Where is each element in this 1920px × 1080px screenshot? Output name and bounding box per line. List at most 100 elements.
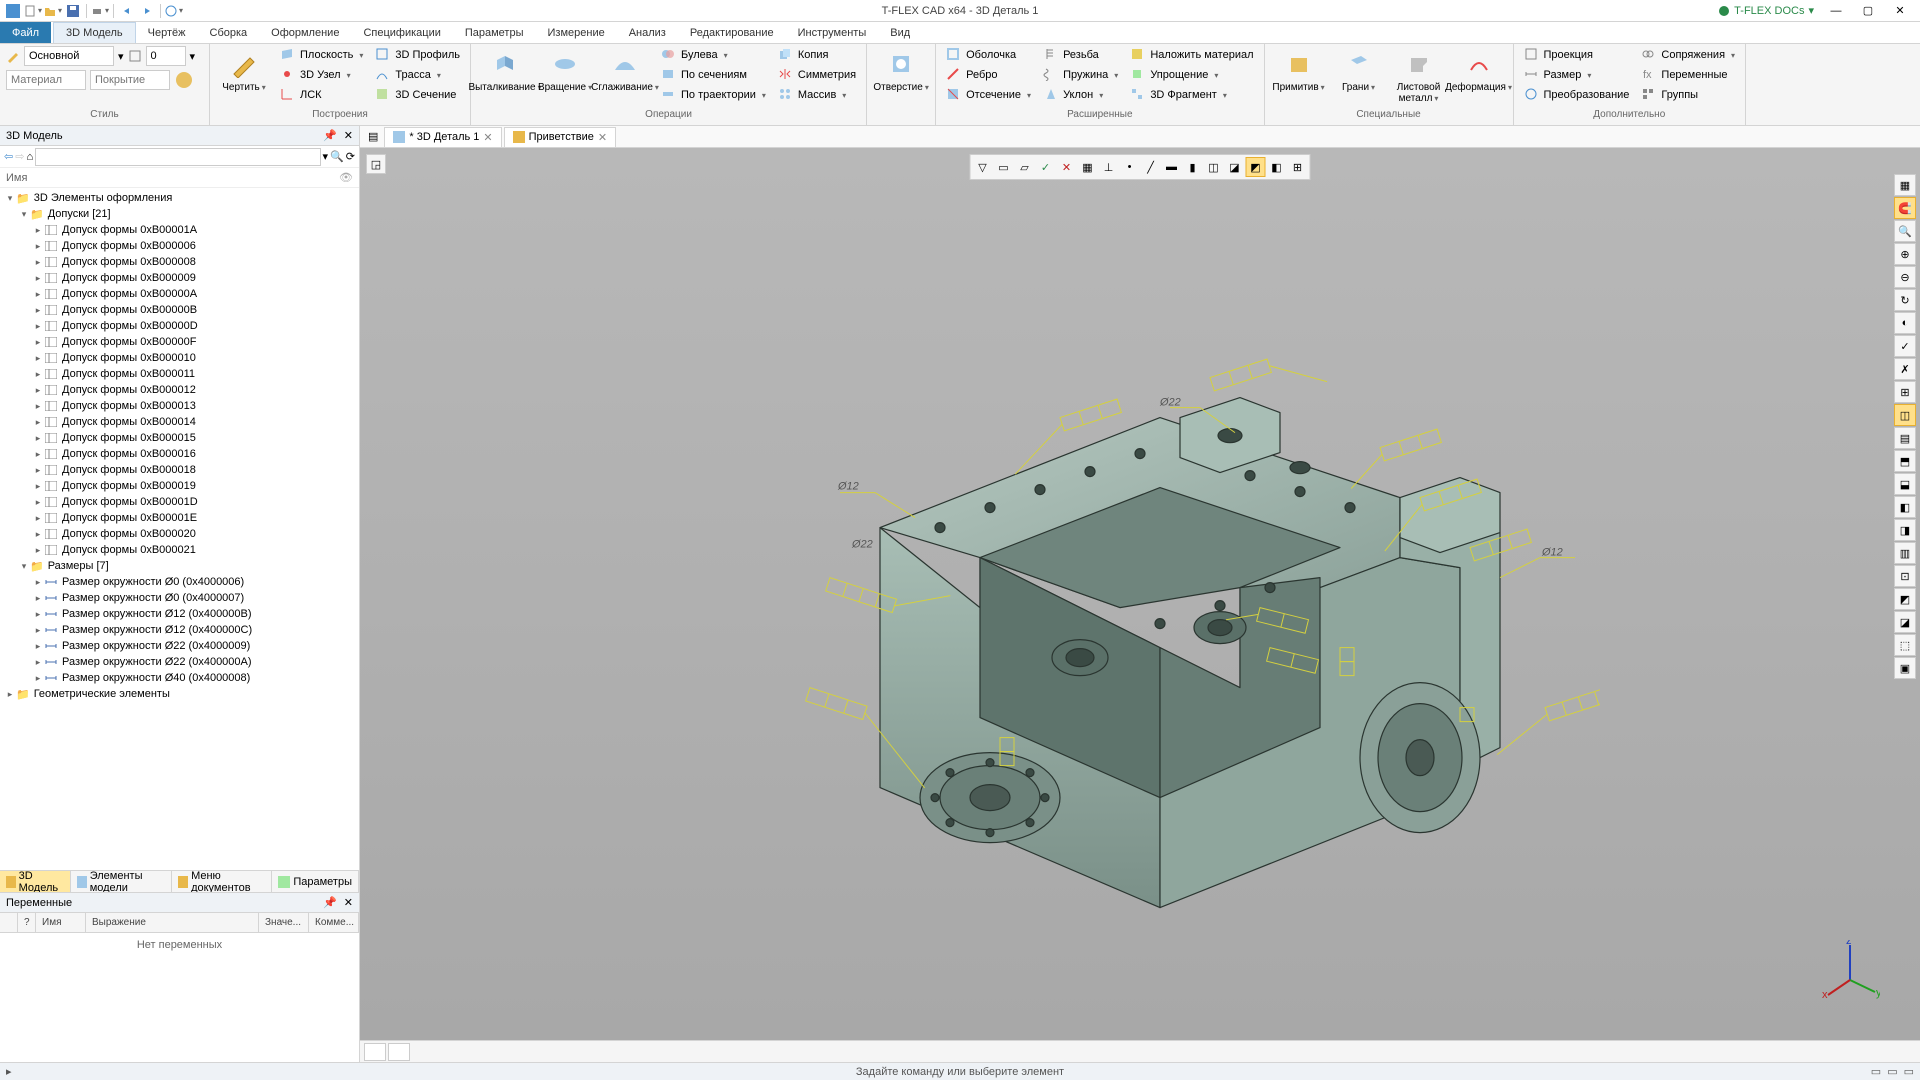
tree-item[interactable]: ▸Допуск формы 0xB00000D — [0, 318, 359, 334]
vp-shade-icon[interactable]: ◪ — [1225, 157, 1245, 177]
right-tool-button[interactable]: ✗ — [1894, 358, 1916, 380]
qat-logo[interactable] — [4, 2, 22, 20]
qat-save-button[interactable] — [64, 2, 82, 20]
right-tool-button[interactable]: ▦ — [1894, 174, 1916, 196]
doc-tab-welcome[interactable]: Приветствие✕ — [504, 127, 616, 147]
vp-edge-icon[interactable]: ╱ — [1141, 157, 1161, 177]
vp-extra-icon[interactable]: ⊞ — [1288, 157, 1308, 177]
right-tool-button[interactable]: ⊕ — [1894, 243, 1916, 265]
qat-print-button[interactable] — [91, 2, 109, 20]
thread-button[interactable]: Резьба — [1039, 46, 1122, 64]
tree-item[interactable]: ▾📁3D Элементы оформления — [0, 190, 359, 206]
right-tool-button[interactable]: ▤ — [1894, 427, 1916, 449]
ptab-params[interactable]: Параметры — [272, 871, 359, 892]
tab-3d-model[interactable]: 3D Модель — [53, 22, 136, 43]
style-zero-input[interactable] — [146, 46, 186, 66]
spring-button[interactable]: Пружина — [1039, 66, 1122, 84]
tab-assembly[interactable]: Сборка — [198, 22, 260, 43]
profile-button[interactable]: 3D Профиль — [371, 46, 464, 64]
bysec-button[interactable]: По сечениям — [657, 66, 770, 84]
groups-button[interactable]: Группы — [1637, 86, 1739, 104]
ptab-elems[interactable]: Элементы модели — [71, 871, 172, 892]
tab-params[interactable]: Параметры — [453, 22, 536, 43]
tree-item[interactable]: ▸Допуск формы 0xB000011 — [0, 366, 359, 382]
tab-spec[interactable]: Спецификации — [351, 22, 452, 43]
tree-item[interactable]: ▸Допуск формы 0xB000018 — [0, 462, 359, 478]
material-input[interactable] — [6, 70, 86, 90]
nav-home-icon[interactable]: ⌂ — [26, 151, 33, 163]
vars-pin-icon[interactable]: 📌 — [323, 896, 337, 909]
right-tool-button[interactable]: ◩ — [1894, 588, 1916, 610]
array-button[interactable]: Массив — [774, 86, 860, 104]
tab-analysis[interactable]: Анализ — [617, 22, 678, 43]
tree-item[interactable]: ▸Допуск формы 0xB00000F — [0, 334, 359, 350]
vp-select-icon[interactable]: ▭ — [994, 157, 1014, 177]
tab-format[interactable]: Оформление — [259, 22, 351, 43]
view-tab-1[interactable] — [364, 1043, 386, 1061]
maximize-button[interactable]: ▢ — [1854, 2, 1882, 20]
tab-drawing[interactable]: Чертёж — [136, 22, 198, 43]
tree-item[interactable]: ▸Допуск формы 0xB000014 — [0, 414, 359, 430]
tree-item[interactable]: ▸Допуск формы 0xB000019 — [0, 478, 359, 494]
axis-widget[interactable]: zyx — [1820, 940, 1880, 1000]
doc-tab-close-icon[interactable]: ✕ — [598, 131, 607, 144]
doc-tab-close-icon[interactable]: ✕ — [483, 131, 492, 144]
mates-button[interactable]: Сопряжения — [1637, 46, 1739, 64]
faces-button[interactable]: Грани — [1331, 46, 1387, 95]
tree-item[interactable]: ▸Допуск формы 0xB00000B — [0, 302, 359, 318]
tree-item[interactable]: ▸Размер окружности Ø12 (0x400000C) — [0, 622, 359, 638]
tree-item[interactable]: ▸Размер окружности Ø12 (0x400000B) — [0, 606, 359, 622]
right-tool-button[interactable]: ⬚ — [1894, 634, 1916, 656]
tree-item[interactable]: ▸Допуск формы 0xB00001A — [0, 222, 359, 238]
vp-corner-icon[interactable]: ◲ — [366, 154, 386, 174]
prim-button[interactable]: Примитив — [1271, 46, 1327, 95]
hole-button[interactable]: Отверстие — [873, 46, 929, 95]
draft-button[interactable]: Уклон — [1039, 86, 1122, 104]
search-icon[interactable]: 🔍 — [330, 150, 344, 163]
status-icon[interactable]: ▭ — [1887, 1065, 1897, 1078]
tree-item[interactable]: ▾📁Размеры [7] — [0, 558, 359, 574]
tree-item[interactable]: ▸Допуск формы 0xB000015 — [0, 430, 359, 446]
smooth-button[interactable]: Сглаживание — [597, 46, 653, 95]
right-tool-button[interactable]: ◧ — [1894, 496, 1916, 518]
vp-wire-icon[interactable]: ◫ — [1204, 157, 1224, 177]
bypath-button[interactable]: По траектории — [657, 86, 770, 104]
status-icon[interactable]: ▭ — [1871, 1065, 1881, 1078]
sym-button[interactable]: Симметрия — [774, 66, 860, 84]
nav-back-icon[interactable]: ⇦ — [4, 150, 13, 163]
right-tool-button[interactable]: ↻ — [1894, 289, 1916, 311]
tab-view[interactable]: Вид — [878, 22, 922, 43]
tree-item[interactable]: ▸Размер окружности Ø0 (0x4000006) — [0, 574, 359, 590]
vp-filter-icon[interactable]: ▽ — [973, 157, 993, 177]
tree-item[interactable]: ▾📁Допуски [21] — [0, 206, 359, 222]
dim-button[interactable]: Размер — [1520, 66, 1634, 84]
right-tool-button[interactable]: ◨ — [1894, 519, 1916, 541]
vp-check-icon[interactable]: ✓ — [1036, 157, 1056, 177]
right-tool-button[interactable]: 🔍 — [1894, 220, 1916, 242]
tree-item[interactable]: ▸Допуск формы 0xB000012 — [0, 382, 359, 398]
revolve-button[interactable]: Вращение — [537, 46, 593, 95]
vp-section-icon[interactable]: ◧ — [1267, 157, 1287, 177]
tree-item[interactable]: ▸Размер окружности Ø40 (0x4000008) — [0, 670, 359, 686]
section-button[interactable]: 3D Сечение — [371, 86, 464, 104]
model-tree[interactable]: ▾📁3D Элементы оформления▾📁Допуски [21]▸Д… — [0, 188, 359, 870]
cut-button[interactable]: Отсечение — [942, 86, 1035, 104]
right-tool-button[interactable]: ⬒ — [1894, 450, 1916, 472]
deform-button[interactable]: Деформация — [1451, 46, 1507, 95]
bool-button[interactable]: Булева — [657, 46, 770, 64]
tree-item[interactable]: ▸📁Геометрические элементы — [0, 686, 359, 702]
lcs-button[interactable]: ЛСК — [276, 86, 367, 104]
vp-point-icon[interactable]: • — [1120, 157, 1140, 177]
doc-tab-part[interactable]: * 3D Деталь 1✕ — [384, 127, 501, 147]
tree-item[interactable]: ▸Размер окружности Ø22 (0x4000009) — [0, 638, 359, 654]
tree-item[interactable]: ▸Допуск формы 0xB000020 — [0, 526, 359, 542]
status-arrow-icon[interactable]: ▸ — [6, 1065, 12, 1078]
tree-item[interactable]: ▸Размер окружности Ø0 (0x4000007) — [0, 590, 359, 606]
nav-input[interactable] — [35, 148, 320, 166]
doc-tab-menu-icon[interactable]: ▤ — [364, 130, 382, 143]
sheet-button[interactable]: Листовой металл — [1391, 46, 1447, 106]
tree-item[interactable]: ▸Допуск формы 0xB00000A — [0, 286, 359, 302]
overlay-button[interactable]: Наложить материал — [1126, 46, 1257, 64]
right-tool-button[interactable]: ◫ — [1894, 404, 1916, 426]
vp-face-icon[interactable]: ▬ — [1162, 157, 1182, 177]
